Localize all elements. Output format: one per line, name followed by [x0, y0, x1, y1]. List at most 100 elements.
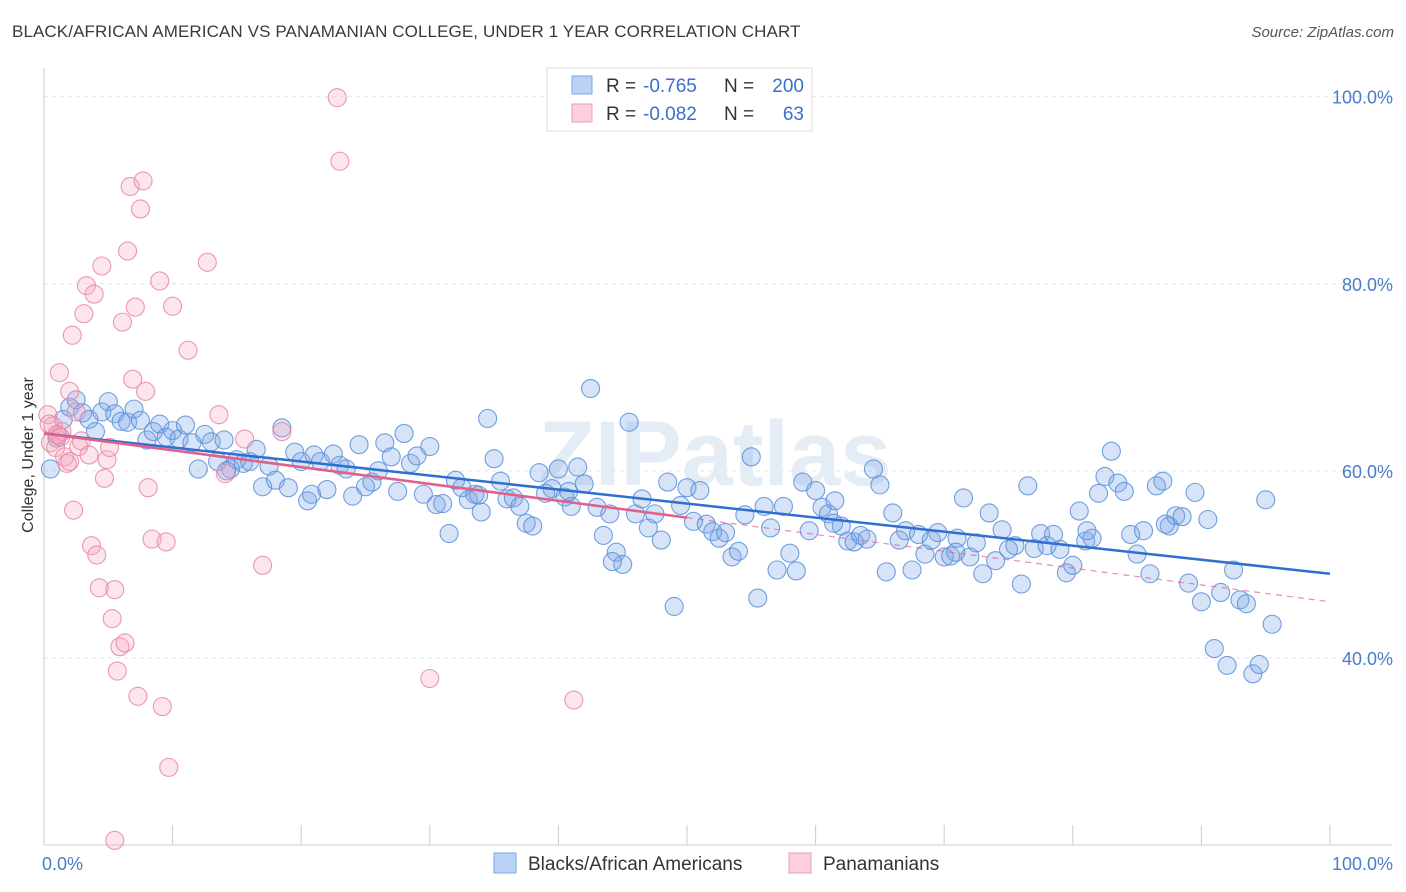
- point-blacks: [619, 412, 639, 432]
- point-panamanians: [123, 369, 143, 389]
- point-blacks: [902, 560, 922, 580]
- point-panamanians: [112, 312, 132, 332]
- point-blacks: [979, 503, 999, 523]
- point-blacks: [143, 422, 163, 442]
- y-tick-label: 100.0%: [1332, 88, 1393, 108]
- trend-lines: [43, 432, 1331, 603]
- point-panamanians: [74, 304, 94, 324]
- point-blacks: [1155, 514, 1175, 534]
- point-panamanians: [136, 381, 156, 401]
- source-label: Source: ZipAtlas.com: [1251, 24, 1394, 41]
- point-blacks: [857, 529, 877, 549]
- point-blacks: [394, 423, 414, 443]
- point-panamanians: [330, 151, 350, 171]
- point-blacks: [1077, 521, 1097, 541]
- point-panamanians: [79, 445, 99, 465]
- point-blacks: [960, 547, 980, 567]
- point-blacks: [799, 521, 819, 541]
- point-blacks: [381, 447, 401, 467]
- point-panamanians: [327, 88, 347, 108]
- point-panamanians: [107, 661, 127, 681]
- point-blacks: [433, 494, 453, 514]
- point-panamanians: [97, 450, 117, 470]
- point-panamanians: [215, 464, 235, 484]
- bottom-legend-label-blue: Blacks/African Americans: [528, 854, 742, 875]
- legend-r-value-2: -0.082: [643, 104, 697, 125]
- point-blacks: [548, 459, 568, 479]
- trend-line-panamanians-extension: [686, 517, 1331, 603]
- point-blacks: [870, 475, 890, 495]
- bottom-legend-swatch-blue: [493, 852, 517, 874]
- point-blacks: [998, 539, 1019, 559]
- point-panamanians: [128, 686, 148, 706]
- point-blacks: [413, 484, 433, 504]
- point-blacks: [426, 494, 446, 515]
- point-blacks: [188, 459, 208, 479]
- point-blacks: [1069, 501, 1089, 521]
- point-blacks: [1011, 574, 1031, 594]
- point-blacks: [1063, 555, 1083, 575]
- point-blacks: [1133, 521, 1154, 541]
- point-blacks: [780, 543, 800, 563]
- point-blacks: [953, 488, 974, 508]
- legend-r-label-1: R =: [606, 76, 636, 97]
- point-blacks: [580, 378, 601, 399]
- watermark: ZIPatlas: [539, 403, 892, 505]
- point-panamanians: [105, 830, 125, 850]
- bottom-legend: Blacks/African Americans Panamanians: [493, 852, 939, 875]
- point-blacks: [986, 551, 1006, 571]
- point-panamanians: [125, 297, 145, 317]
- point-blacks: [1185, 482, 1205, 502]
- point-blacks: [966, 533, 986, 553]
- point-panamanians: [64, 500, 84, 520]
- point-blacks: [1198, 509, 1218, 530]
- point-blacks: [1236, 594, 1256, 614]
- y-tick-label: 60.0%: [1342, 462, 1393, 482]
- point-blacks: [664, 596, 684, 617]
- point-panamanians: [150, 271, 170, 291]
- legend-n-value-1: 200: [772, 76, 804, 97]
- point-blacks: [741, 447, 761, 467]
- series-blacks-points: [40, 378, 1282, 684]
- point-blacks: [593, 525, 613, 545]
- point-blacks: [195, 424, 215, 444]
- point-blacks: [1114, 481, 1134, 501]
- point-panamanians: [138, 478, 158, 498]
- point-panamanians: [102, 609, 122, 629]
- point-panamanians: [142, 529, 162, 549]
- point-panamanians: [110, 637, 130, 657]
- point-panamanians: [60, 451, 80, 472]
- legend-n-label-2: N =: [724, 104, 754, 125]
- point-panamanians: [84, 284, 104, 304]
- point-blacks: [1101, 441, 1121, 461]
- point-blacks: [175, 415, 196, 435]
- point-blacks: [600, 504, 620, 524]
- point-blacks: [651, 530, 671, 550]
- point-blacks: [863, 459, 884, 479]
- point-panamanians: [60, 381, 80, 401]
- point-blacks: [568, 457, 588, 477]
- trend-line-panamanians: [43, 432, 688, 519]
- point-blacks: [728, 541, 748, 561]
- point-blacks: [606, 542, 626, 562]
- point-blacks: [973, 564, 993, 584]
- series-panamanians-points: [38, 88, 584, 850]
- point-blacks: [748, 588, 768, 608]
- point-panamanians: [420, 668, 440, 689]
- point-blacks: [484, 449, 504, 469]
- point-panamanians: [235, 429, 255, 449]
- point-blacks: [825, 491, 845, 511]
- point-blacks: [1172, 507, 1192, 527]
- point-panamanians: [66, 402, 86, 422]
- point-blacks: [214, 430, 234, 450]
- legend-n-label-1: N =: [724, 76, 754, 97]
- point-blacks: [1249, 654, 1269, 675]
- point-panamanians: [49, 363, 69, 383]
- point-blacks: [638, 518, 658, 538]
- point-blacks: [1140, 564, 1160, 584]
- point-blacks: [1262, 614, 1282, 634]
- legend-box: R = -0.765 N = 200 R = -0.082 N = 63: [546, 67, 813, 132]
- point-blacks: [349, 435, 369, 455]
- point-blacks: [786, 561, 806, 581]
